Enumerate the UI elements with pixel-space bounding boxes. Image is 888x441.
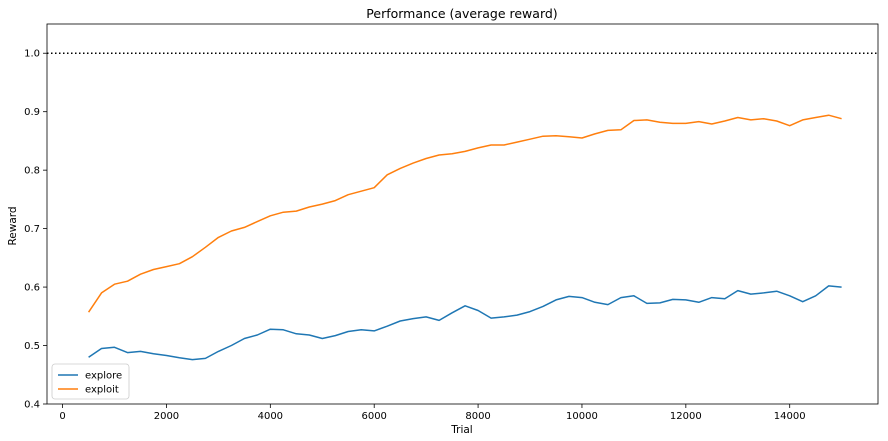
series-line-explore xyxy=(88,285,842,361)
y-axis-label: Reward xyxy=(7,206,19,245)
legend: explore exploit xyxy=(51,363,130,400)
legend-label-exploit: exploit xyxy=(85,385,119,396)
legend-box xyxy=(51,363,130,400)
x-tick-label: 6000 xyxy=(361,411,386,422)
axes-frame xyxy=(46,23,879,405)
x-tick-label: 12000 xyxy=(670,411,702,422)
y-tick-label: 0.4 xyxy=(24,400,40,411)
x-tick-label: 0 xyxy=(59,411,65,422)
chart-title: Performance (average reward) xyxy=(366,6,557,21)
series-line-exploit xyxy=(87,114,842,313)
y-tick-label: 0.6 xyxy=(24,283,40,294)
y-tick-label: 0.5 xyxy=(24,341,40,352)
x-tick-label: 8000 xyxy=(465,411,490,422)
x-tick-label: 10000 xyxy=(566,411,598,422)
x-tick-label: 14000 xyxy=(774,411,806,422)
x-tick-label: 4000 xyxy=(258,411,283,422)
legend-label-explore: explore xyxy=(85,371,122,382)
y-tick-label: 0.8 xyxy=(24,166,40,177)
y-tick-label: 0.7 xyxy=(24,224,40,235)
x-axis-label: Trial xyxy=(450,424,472,436)
y-tick-label: 1.0 xyxy=(24,49,40,60)
x-tick-label: 2000 xyxy=(154,411,179,422)
y-tick-label: 0.9 xyxy=(24,107,40,118)
plot-area: 0 2000 4000 6000 8000 10000 12000 14000 0.4 0.5 0.… xyxy=(24,23,879,422)
